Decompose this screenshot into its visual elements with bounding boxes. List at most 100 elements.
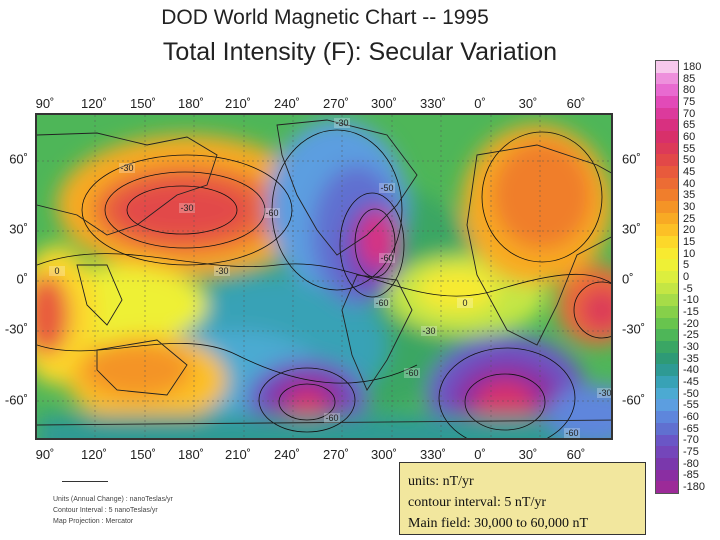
color-field	[37, 120, 611, 438]
color-scale-cell	[656, 422, 678, 435]
color-scale-cell	[656, 329, 678, 342]
longitude-label: 270˚	[322, 96, 350, 111]
latitude-label: 0˚	[16, 271, 28, 287]
notes-units: Units (Annual Change) : nanoTeslas/yr	[53, 496, 173, 503]
color-scale-label: 60	[683, 130, 696, 143]
color-scale-cell	[656, 212, 678, 225]
color-scale-label: -70	[683, 434, 699, 447]
longitude-label: 0˚	[474, 96, 486, 111]
contour-label-bg	[49, 266, 65, 276]
antarctica-coast	[37, 419, 611, 426]
longitude-label: 180˚	[177, 447, 205, 462]
color-scale-cell	[656, 411, 678, 423]
contour-label-bg	[564, 428, 580, 438]
color-scale-label: 5	[683, 259, 690, 272]
color-scale-label: -40	[683, 364, 699, 377]
graticule	[37, 115, 611, 438]
longitude-label: 120˚	[80, 447, 108, 462]
color-scale-label: 0	[683, 271, 690, 283]
color-scale-cell	[656, 142, 678, 155]
color-scale-cell	[656, 457, 678, 470]
color-scale-cell	[656, 341, 678, 353]
latitude-label: 0˚	[622, 271, 634, 287]
color-scale-label: 40	[683, 177, 696, 190]
color-scale-cell	[656, 177, 678, 190]
color-scale-cell	[656, 166, 678, 178]
contour-value-label: -60	[405, 368, 418, 378]
color-scale-cell	[656, 61, 678, 73]
color-scale-label: -180	[683, 481, 706, 494]
color-scale-label: -5	[683, 282, 693, 295]
color-scale-label: 80	[683, 84, 696, 97]
contour-label-bg	[379, 253, 395, 263]
color-scale-cell	[656, 201, 678, 213]
contour-label-bg	[379, 183, 395, 193]
latitude-label: -60˚	[4, 392, 28, 408]
color-scale-label: -85	[683, 469, 699, 482]
color-scale-label: 20	[683, 224, 696, 237]
contour-label-bg	[597, 388, 611, 398]
asia-coast	[37, 132, 218, 236]
color-scale-bar	[655, 60, 679, 494]
units-info-box: units: nT/yr contour interval: 5 nT/yr M…	[399, 462, 646, 535]
contour-label-bg	[179, 203, 195, 213]
color-scale-cell	[656, 259, 678, 272]
color-scale-cell	[656, 399, 678, 412]
color-scale-cell	[656, 189, 678, 202]
longitude-label: 330˚	[419, 447, 447, 462]
color-scale-label: 35	[683, 189, 696, 202]
contour-value-label: -60	[380, 253, 393, 263]
color-scale-label: -10	[683, 294, 699, 307]
coastlines	[37, 119, 611, 426]
color-scale-cell	[656, 84, 678, 97]
color-scale-label: -65	[683, 422, 699, 435]
longitude-label: 30˚	[518, 447, 538, 462]
color-scale-cell	[656, 446, 678, 458]
latitude-label: -30˚	[622, 321, 646, 337]
contour-label-bg	[404, 368, 420, 378]
longitude-label: 0˚	[474, 447, 486, 462]
contour-label-bg	[421, 326, 437, 336]
latitude-label: 60˚	[9, 151, 28, 167]
longitude-label: 300˚	[370, 447, 398, 462]
contour-label-bg	[214, 266, 230, 276]
color-scale-label: -20	[683, 317, 699, 330]
secular-variation-map: -30 -50 -30 -60 -30 -60 -60 -60 0 -30 0 -60 -30 -30 -6…	[35, 113, 613, 440]
color-scale-cell	[656, 107, 678, 120]
latitude-label: -30˚	[4, 321, 28, 337]
longitude-label: 330˚	[419, 96, 447, 111]
color-scale-cell	[656, 306, 678, 318]
color-scale-label: -50	[683, 387, 699, 400]
contour-value-label: 0	[54, 266, 59, 276]
color-scale-label: -80	[683, 457, 699, 470]
longitude-label: 90˚	[35, 96, 55, 111]
longitude-label: 30˚	[518, 96, 538, 111]
color-scale-cell	[656, 224, 678, 237]
color-scale-cell	[656, 72, 678, 85]
color-scale-cell	[656, 352, 678, 365]
europe-africa-coast	[466, 144, 611, 346]
longitude-label: 210˚	[224, 96, 252, 111]
color-scale-label: 45	[683, 165, 696, 178]
contour-lines	[37, 129, 611, 438]
longitude-label: 180˚	[177, 96, 205, 111]
latitude-label: 30˚	[9, 221, 28, 237]
color-scale-label: -30	[683, 341, 699, 354]
longitude-label: 60˚	[566, 447, 586, 462]
longitude-label: 120˚	[80, 96, 108, 111]
contour-label-bg	[374, 298, 390, 308]
notes-projection: Map Projection : Mercator	[53, 518, 134, 525]
contour-label-bg	[324, 413, 340, 423]
color-scale-label: 10	[683, 247, 696, 260]
color-scale-cell	[656, 364, 678, 377]
chart-title: DOD World Magnetic Chart -- 1995	[161, 6, 489, 29]
longitude-label: 240˚	[273, 447, 301, 462]
color-scale-label: 85	[683, 72, 696, 85]
units-line: units: nT/yr	[408, 474, 474, 489]
contour-value-label: -30	[422, 326, 435, 336]
color-scale-cell	[656, 294, 678, 307]
longitude-label: 60˚	[566, 96, 586, 111]
contour-map-graphic: -30 -50 -30 -60 -30 -60 -60 -60 0 -30 0 -60 -30 -30 -6…	[37, 115, 611, 438]
contour-value-label: -30	[180, 203, 193, 213]
color-scale-cell	[656, 282, 678, 295]
